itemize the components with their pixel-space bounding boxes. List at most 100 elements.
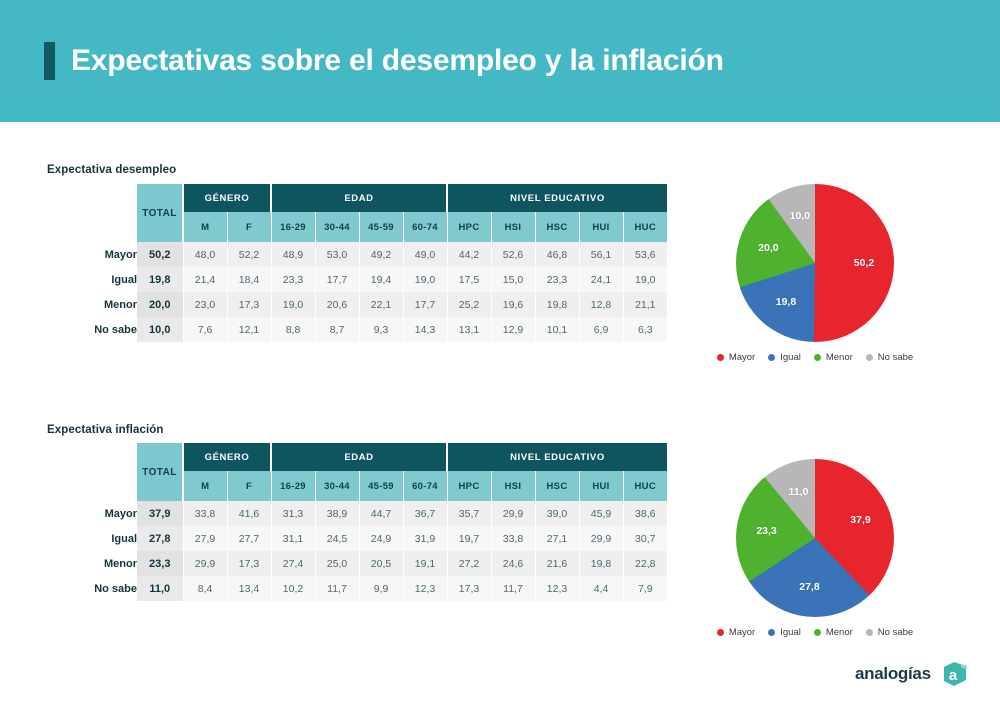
table-cell: 31,3 <box>271 501 316 526</box>
legend-item-igual[interactable]: Igual <box>768 627 801 638</box>
header-accent-bar <box>44 42 55 80</box>
table-row: Mayor 37,9 33,8 41,6 31,3 38,9 44,7 36,7 35,7 29,… <box>47 501 667 526</box>
logo-mark-icon: a <box>939 660 969 688</box>
matrix-table: TOTAL GÉNERO EDAD NIVEL EDUCATIVO M F 16-29 30-… <box>47 184 667 342</box>
matrix-table: TOTAL GÉNERO EDAD NIVEL EDUCATIVO M F 16-29 30-… <box>47 443 667 601</box>
table-cell: 48,9 <box>271 242 316 267</box>
table-cell: 23,3 <box>271 267 316 292</box>
column-header-total: TOTAL <box>137 184 184 242</box>
table-cell: 23,3 <box>535 267 580 292</box>
column-header-hpc: HPC <box>447 212 492 242</box>
legend-item-no-sabe[interactable]: No sabe <box>865 627 914 638</box>
corner-spacer <box>47 212 137 242</box>
table-cell: 33,8 <box>183 501 228 526</box>
table-cell: 33,8 <box>491 526 536 551</box>
table-cell: 17,3 <box>227 292 272 317</box>
table-cell: 7,9 <box>623 576 667 601</box>
pie-slice-label: 11,0 <box>788 485 809 498</box>
legend-item-mayor[interactable]: Mayor <box>716 627 756 638</box>
cell-total: 23,3 <box>137 551 184 576</box>
column-header-hsc: HSC <box>535 471 580 501</box>
table-cell: 39,0 <box>535 501 580 526</box>
svg-text:a: a <box>949 667 958 684</box>
table-cell: 49,2 <box>359 242 404 267</box>
pie-chart-inflacion: 37,9 27,8 23,3 11,0 Mayor Igual Menor No sabe <box>705 459 925 638</box>
table-row: No sabe 11,0 8,4 13,4 10,2 11,7 9,9 12,3 17,3 11,… <box>47 576 667 601</box>
table-cell: 19,6 <box>491 292 536 317</box>
pie-graphic: 50,2 19,8 20,0 10,0 <box>736 184 894 342</box>
column-header-45-59: 45-59 <box>359 471 404 501</box>
table-cell: 24,1 <box>579 267 624 292</box>
table-row: Mayor 50,2 48,0 52,2 48,9 53,0 49,2 49,0 44,2 52,… <box>47 242 667 267</box>
table-cell: 18,4 <box>227 267 272 292</box>
table-cell: 8,4 <box>183 576 228 601</box>
table-cell: 6,3 <box>623 317 667 342</box>
legend-item-no-sabe[interactable]: No sabe <box>865 352 913 363</box>
table-cell: 10,2 <box>271 576 316 601</box>
column-header-m: M <box>183 471 228 501</box>
table-cell: 19,8 <box>579 551 624 576</box>
table-cell: 29,9 <box>183 551 228 576</box>
table-cell: 19,4 <box>359 267 404 292</box>
pie-slice-label: 50,2 <box>853 257 875 270</box>
table-cell: 12,3 <box>403 576 448 601</box>
column-header-m: M <box>183 212 228 242</box>
legend-label: Mayor <box>728 627 756 638</box>
column-header-hsi: HSI <box>491 471 536 501</box>
table-row: Menor 20,0 23,0 17,3 19,0 20,6 22,1 17,7 25,2 19,… <box>47 292 667 317</box>
table-cell: 53,6 <box>623 242 667 267</box>
table-cell: 6,9 <box>579 317 624 342</box>
legend-item-menor[interactable]: Menor <box>813 352 853 363</box>
table-cell: 13,1 <box>447 317 492 342</box>
table-cell: 29,9 <box>579 526 624 551</box>
column-header-45-59: 45-59 <box>359 212 404 242</box>
pie-slice-label: 37,9 <box>850 513 871 526</box>
row-label: Menor <box>104 557 137 570</box>
pie-chart-desempleo: 50,2 19,8 20,0 10,0 Mayor Igual Menor No sabe <box>705 184 925 363</box>
table-cell: 25,0 <box>315 551 360 576</box>
column-header-f: F <box>227 212 272 242</box>
table-cell: 7,6 <box>183 317 228 342</box>
table-subheader-row: M F 16-29 30-44 45-59 60-74 HPC HSI HSC HUI HUC <box>47 471 667 501</box>
table-cell: 17,3 <box>227 551 272 576</box>
table-cell: 19,0 <box>271 292 316 317</box>
table-cell: 4,4 <box>579 576 624 601</box>
table-cell: 19,8 <box>535 292 580 317</box>
column-header-16-29: 16-29 <box>271 471 316 501</box>
table-cell: 19,0 <box>623 267 667 292</box>
pie-slice-label: 27,8 <box>799 580 820 593</box>
table-cell: 30,7 <box>623 526 667 551</box>
table-group-header-row: TOTAL GÉNERO EDAD NIVEL EDUCATIVO <box>47 184 667 242</box>
legend-swatch-icon <box>768 629 776 636</box>
column-header-hsi: HSI <box>491 212 536 242</box>
table-cell: 14,3 <box>403 317 448 342</box>
legend-label: No sabe <box>877 627 914 638</box>
brand-logo: analogías a <box>855 660 969 688</box>
corner-spacer <box>47 471 137 501</box>
table-cell: 12,1 <box>227 317 272 342</box>
table-cell: 9,9 <box>359 576 404 601</box>
table-cell: 9,3 <box>359 317 404 342</box>
table-row: No sabe 10,0 7,6 12,1 8,8 8,7 9,3 14,3 13,1 12,9 1… <box>47 317 667 342</box>
legend-item-mayor[interactable]: Mayor <box>716 352 755 363</box>
table-cell: 11,7 <box>491 576 536 601</box>
corner-spacer <box>47 184 137 212</box>
table-cell: 38,6 <box>623 501 667 526</box>
legend-item-igual[interactable]: Igual <box>768 352 801 363</box>
table-cell: 25,2 <box>447 292 492 317</box>
logo-text: analogías <box>855 664 931 683</box>
cell-total: 20,0 <box>137 292 184 317</box>
table-cell: 21,4 <box>183 267 228 292</box>
pie-slice-label: 20,0 <box>758 241 779 254</box>
table-cell: 27,1 <box>535 526 580 551</box>
legend-label: Menor <box>825 627 853 638</box>
table-cell: 19,1 <box>403 551 448 576</box>
cell-total: 37,9 <box>137 501 184 526</box>
row-label: No sabe <box>94 582 137 595</box>
legend-swatch-icon <box>813 629 821 636</box>
table-cell: 24,9 <box>359 526 404 551</box>
legend-item-menor[interactable]: Menor <box>813 627 853 638</box>
column-header-hpc: HPC <box>447 471 492 501</box>
legend-swatch-icon <box>813 354 821 361</box>
column-header-16-29: 16-29 <box>271 212 316 242</box>
